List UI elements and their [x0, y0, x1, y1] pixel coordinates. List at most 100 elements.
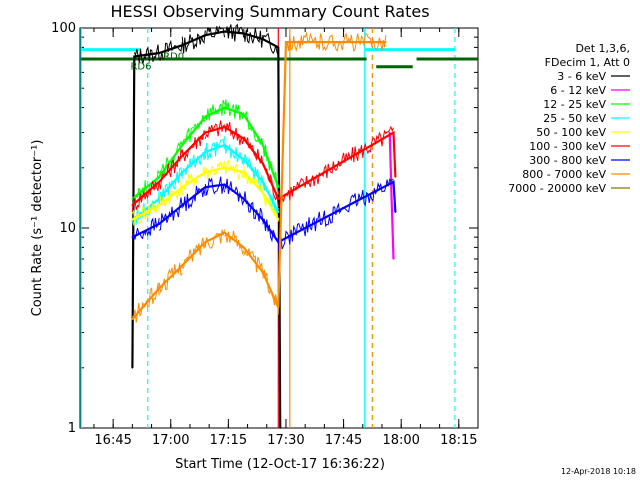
series-noise — [158, 262, 183, 294]
series-noise — [204, 99, 225, 121]
legend-entry-label: 3 - 6 keV — [557, 70, 606, 83]
series-noise — [204, 229, 225, 249]
series-5 — [131, 120, 397, 213]
x-tick-label: 17:30 — [267, 433, 304, 448]
series-noise — [243, 111, 264, 146]
data-point — [223, 144, 226, 146]
series-group — [131, 23, 397, 429]
data-point — [158, 181, 161, 183]
data-point — [158, 287, 161, 290]
data-point — [223, 30, 226, 33]
series-noise — [182, 237, 206, 269]
data-point — [392, 181, 395, 183]
legend-entry-label: 25 - 50 keV — [543, 112, 606, 125]
data-point — [223, 183, 226, 186]
data-point — [181, 204, 184, 207]
data-point — [204, 186, 207, 188]
data-point — [277, 46, 280, 49]
data-point — [277, 211, 280, 213]
data-point — [392, 131, 395, 134]
data-point — [181, 154, 184, 157]
series-noise — [224, 23, 245, 42]
series-noise — [262, 194, 279, 222]
data-point — [131, 366, 134, 369]
series-noise — [243, 248, 264, 276]
series-noise — [158, 179, 183, 207]
y-tick-label: 1 — [68, 421, 76, 436]
data-point — [262, 271, 264, 274]
legend-entry-label: 7000 - 20000 keV — [508, 182, 606, 195]
series-noise — [224, 159, 245, 180]
legend-entry-label: 800 - 7000 keV — [522, 168, 606, 181]
data-point — [223, 126, 226, 128]
data-point — [277, 218, 280, 221]
y-tick-label: 10 — [59, 221, 76, 236]
series-noise — [262, 32, 279, 56]
series-noise — [277, 46, 287, 315]
data-point — [131, 318, 134, 320]
series-noise — [205, 160, 225, 179]
x-tick-label: 16:45 — [94, 433, 131, 448]
x-tick-label: 17:45 — [325, 433, 362, 448]
legend-entry-label: 100 - 300 keV — [529, 140, 606, 153]
data-point — [131, 236, 134, 238]
series-noise — [158, 197, 183, 231]
series-noise — [158, 167, 183, 206]
data-point — [158, 52, 161, 54]
tick-labels: 1 10 100 16:45 17:00 17:15 17:30 17:45 18:00 18:1… — [51, 21, 477, 448]
data-point — [262, 218, 264, 221]
series-noise — [132, 169, 160, 206]
data-point — [279, 427, 282, 429]
series-line — [131, 166, 280, 221]
series-line — [388, 132, 395, 260]
series-noise — [285, 31, 387, 53]
series-noise — [181, 166, 206, 195]
mode-indicators — [80, 28, 478, 428]
data-point — [223, 166, 226, 169]
x-axis-label: Start Time (12-Oct-17 16:36:22) — [175, 457, 385, 472]
data-point — [181, 264, 184, 267]
data-point — [181, 44, 184, 47]
data-point — [277, 186, 280, 188]
series-noise — [131, 202, 160, 226]
annotation-label: RD6 — [130, 61, 151, 72]
data-point — [392, 258, 395, 260]
data-point — [285, 41, 287, 43]
data-point — [394, 176, 397, 178]
x-tick-label: 17:00 — [152, 433, 189, 448]
series-noise — [243, 27, 264, 48]
data-point — [242, 158, 245, 161]
data-point — [385, 41, 387, 43]
data-point — [262, 181, 264, 183]
series-noise — [181, 115, 206, 145]
legend-entry-label: 6 - 12 keV — [550, 84, 606, 97]
series-noise — [131, 217, 160, 240]
data-point — [277, 197, 280, 200]
legend-header: Det 1,3,6, — [575, 42, 630, 55]
series-4 — [131, 159, 280, 226]
series-noise — [243, 164, 264, 195]
data-point — [277, 306, 280, 309]
data-point — [181, 171, 184, 174]
data-point — [204, 151, 207, 153]
data-point — [204, 34, 207, 37]
data-point — [131, 204, 134, 207]
y-tick-label: 100 — [51, 21, 76, 36]
series-noise — [224, 99, 245, 121]
series-noise — [204, 176, 225, 196]
data-point — [204, 241, 207, 243]
data-point — [242, 32, 245, 35]
chart-title: HESSI Observing Summary Count Rates — [110, 2, 429, 21]
data-point — [242, 246, 245, 249]
data-point — [242, 113, 245, 116]
data-point — [204, 171, 207, 174]
series-noise — [224, 121, 245, 146]
series-1 — [388, 131, 395, 260]
data-point — [223, 106, 226, 109]
series-noise — [262, 143, 279, 195]
series-noise — [181, 185, 206, 211]
series-line — [131, 125, 397, 207]
series-0 — [131, 23, 282, 429]
series-noise — [131, 181, 160, 213]
